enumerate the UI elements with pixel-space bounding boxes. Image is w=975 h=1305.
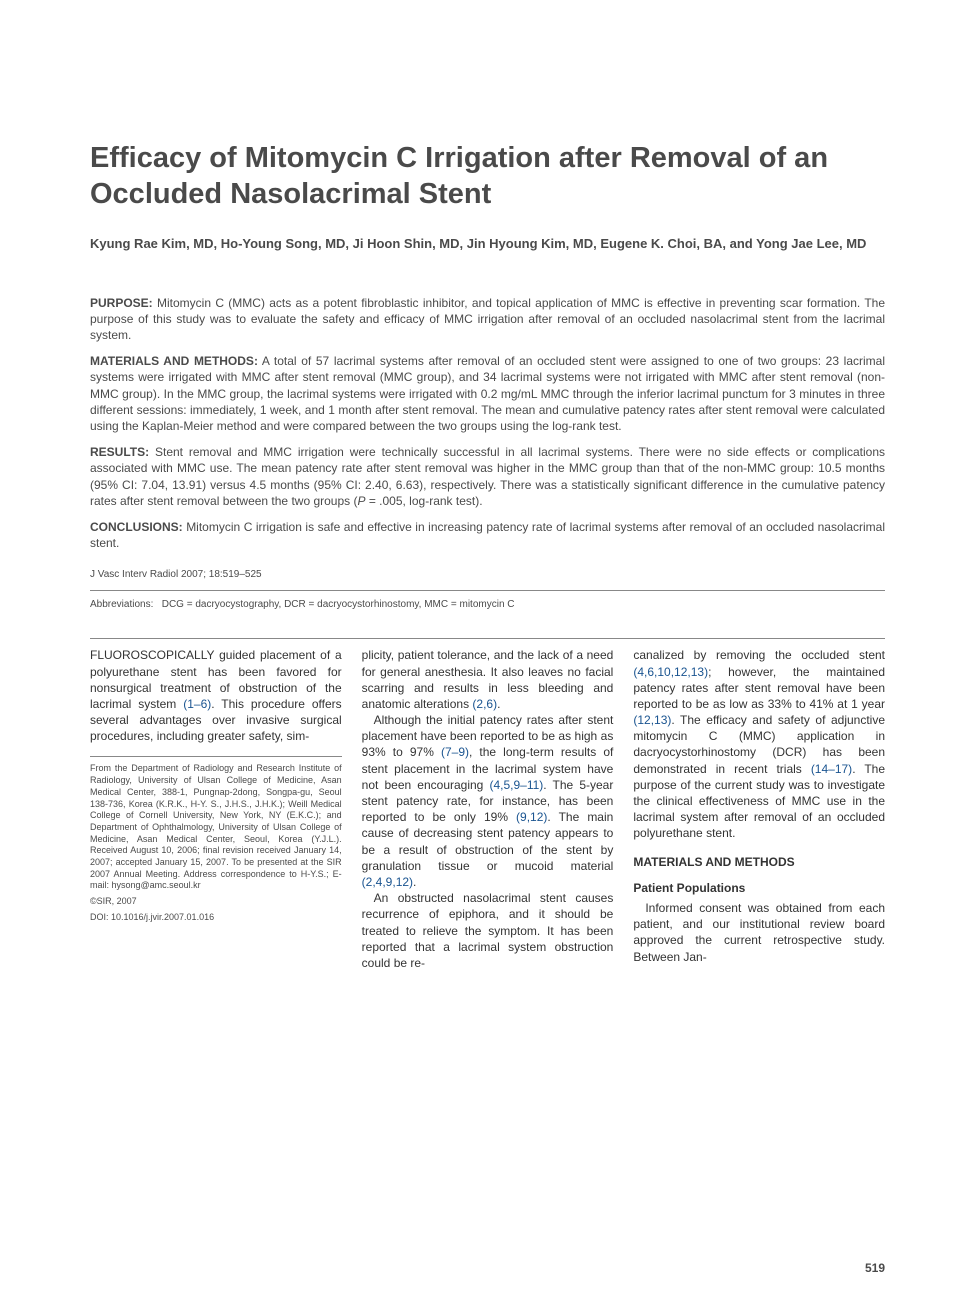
body-text-6: Informed consent was obtained from each … <box>633 901 885 964</box>
footnote-doi: DOI: 10.1016/j.jvir.2007.01.016 <box>90 912 342 924</box>
footnote-block: From the Department of Radiology and Res… <box>90 763 342 923</box>
body-text-5a: canalized by removing the occluded stent <box>633 648 885 662</box>
footnote-rule <box>90 756 342 757</box>
body-text-3e: . <box>413 875 416 889</box>
results-label: RESULTS: <box>90 445 149 459</box>
abbrev-label: Abbreviations: <box>90 599 153 610</box>
ref-link[interactable]: (1–6) <box>183 697 211 711</box>
body-text-4a: An obstructed nasolacrimal stent causes … <box>362 891 614 970</box>
page: Efficacy of Mitomycin C Irrigation after… <box>0 0 975 1305</box>
conclusions-text: Mitomycin C irrigation is safe and effec… <box>90 520 885 550</box>
purpose-label: PURPOSE: <box>90 296 153 310</box>
abstract-methods: MATERIALS AND METHODS: A total of 57 lac… <box>90 353 885 434</box>
divider-rule <box>90 590 885 591</box>
abstract-conclusions: CONCLUSIONS: Mitomycin C irrigation is s… <box>90 519 885 551</box>
subsection-heading-patients: Patient Populations <box>633 880 885 896</box>
lead-word: FLUOROSCOPICALLY <box>90 648 214 662</box>
footnote-affiliation: From the Department of Radiology and Res… <box>90 763 342 892</box>
body-para-3: Although the initial patency rates after… <box>362 712 614 890</box>
conclusions-label: CONCLUSIONS: <box>90 520 183 534</box>
column-2: plicity, patient tolerance, and the lack… <box>362 647 614 971</box>
abstract-purpose: PURPOSE: Mitomycin C (MMC) acts as a pot… <box>90 295 885 344</box>
article-title: Efficacy of Mitomycin C Irrigation after… <box>90 140 885 213</box>
ref-link[interactable]: (14–17) <box>811 762 852 776</box>
ref-link[interactable]: (12,13) <box>633 713 671 727</box>
ref-link[interactable]: (4,6,10,12,13) <box>633 665 708 679</box>
body-text-2b: . <box>497 697 500 711</box>
abbrev-text: DCG = dacryocystography, DCR = dacryocys… <box>162 599 515 610</box>
divider-rule-2 <box>90 638 885 639</box>
ref-link[interactable]: (2,4,9,12) <box>362 875 413 889</box>
ref-link[interactable]: (7–9) <box>441 745 469 759</box>
footnote-copyright: ©SIR, 2007 <box>90 896 342 908</box>
purpose-text: Mitomycin C (MMC) acts as a potent fibro… <box>90 296 885 342</box>
ref-link[interactable]: (2,6) <box>472 697 497 711</box>
abstract-results: RESULTS: Stent removal and MMC irrigatio… <box>90 444 885 509</box>
section-heading-methods: MATERIALS AND METHODS <box>633 854 885 870</box>
author-list: Kyung Rae Kim, MD, Ho-Young Song, MD, Ji… <box>90 235 885 253</box>
journal-citation: J Vasc Interv Radiol 2007; 18:519–525 <box>90 569 885 580</box>
column-3: canalized by removing the occluded stent… <box>633 647 885 971</box>
body-para-6: Informed consent was obtained from each … <box>633 900 885 965</box>
ref-link[interactable]: (9,12) <box>516 810 547 824</box>
body-para-5: canalized by removing the occluded stent… <box>633 647 885 841</box>
ref-link[interactable]: (4,5,9–11) <box>489 778 543 792</box>
results-text: Stent removal and MMC irrigation were te… <box>90 445 885 508</box>
page-number: 519 <box>865 1261 885 1275</box>
body-para-1: FLUOROSCOPICALLY guided placement of a p… <box>90 647 342 744</box>
results-tail: = .005, log-rank test). <box>365 494 482 508</box>
body-para-2: plicity, patient tolerance, and the lack… <box>362 647 614 712</box>
body-columns: FLUOROSCOPICALLY guided placement of a p… <box>90 647 885 971</box>
column-1: FLUOROSCOPICALLY guided placement of a p… <box>90 647 342 971</box>
methods-label: MATERIALS AND METHODS: <box>90 354 258 368</box>
abbreviations: Abbreviations: DCG = dacryocystography, … <box>90 599 885 610</box>
body-para-4: An obstructed nasolacrimal stent causes … <box>362 890 614 971</box>
